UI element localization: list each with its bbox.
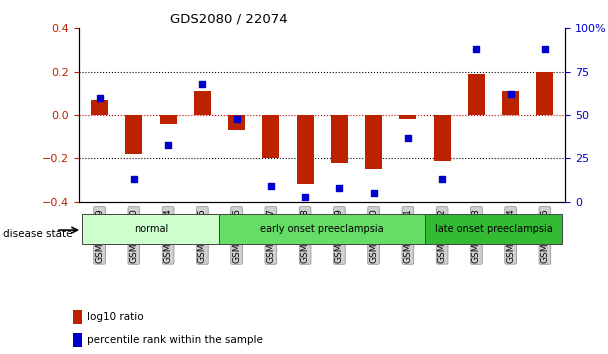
Point	[129, 176, 139, 182]
Bar	[365, 115, 382, 169]
Point	[266, 183, 275, 189]
Point	[232, 116, 241, 121]
Point	[437, 176, 447, 182]
Point	[472, 46, 482, 52]
Bar	[73, 310, 82, 324]
FancyBboxPatch shape	[425, 214, 562, 244]
FancyBboxPatch shape	[83, 214, 219, 244]
Bar	[194, 91, 211, 115]
Point	[334, 185, 344, 191]
Point	[369, 190, 379, 196]
Text: log10 ratio: log10 ratio	[87, 312, 143, 322]
Point	[540, 46, 550, 52]
Text: early onset preeclampsia: early onset preeclampsia	[260, 224, 384, 234]
Text: normal: normal	[134, 224, 168, 234]
Point	[403, 135, 413, 141]
Bar	[331, 115, 348, 163]
Bar	[73, 333, 82, 347]
Bar	[502, 91, 519, 115]
Bar	[536, 72, 553, 115]
Bar	[297, 115, 314, 184]
FancyBboxPatch shape	[219, 214, 425, 244]
Point	[506, 91, 516, 97]
Text: disease state: disease state	[3, 229, 72, 239]
Text: GDS2080 / 22074: GDS2080 / 22074	[170, 12, 288, 25]
Point	[198, 81, 207, 87]
Bar	[125, 115, 142, 154]
Bar	[159, 115, 177, 124]
Bar	[468, 74, 485, 115]
Bar	[399, 115, 416, 119]
Text: percentile rank within the sample: percentile rank within the sample	[87, 335, 263, 345]
Point	[95, 95, 105, 101]
Bar	[228, 115, 245, 130]
Point	[300, 194, 310, 199]
Bar	[91, 100, 108, 115]
Point	[163, 142, 173, 147]
Bar	[434, 115, 451, 161]
Bar	[262, 115, 280, 159]
Text: late onset preeclampsia: late onset preeclampsia	[435, 224, 553, 234]
